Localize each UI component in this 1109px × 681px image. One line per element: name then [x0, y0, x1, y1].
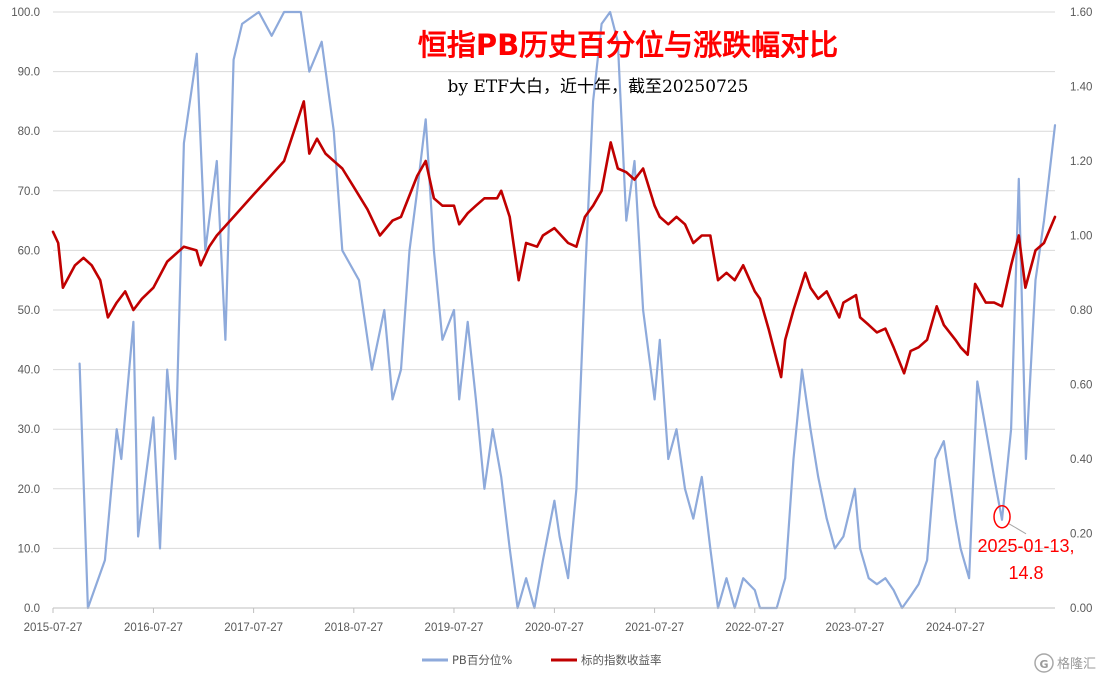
legend: PB百分位% 标的指数收益率 — [422, 653, 662, 667]
watermark-text: 格隆汇 — [1057, 656, 1096, 672]
y-left-tick-label: 80.0 — [18, 126, 40, 138]
y-left-tick-label: 40.0 — [18, 365, 40, 377]
watermark: G 格隆汇 — [1034, 653, 1096, 673]
y-right-tick-label: 0.80 — [1070, 305, 1092, 317]
x-tick-label: 2023-07-27 — [826, 622, 885, 634]
x-tick-label: 2017-07-27 — [224, 622, 283, 634]
x-tick-label: 2022-07-27 — [725, 622, 784, 634]
y-left-tick-label: 30.0 — [18, 424, 40, 436]
legend-label-index-return: 标的指数收益率 — [581, 653, 662, 667]
chart-title-block: 恒指PB历史百分位与涨跌幅对比 by ETF大白，近十年，截至20250725 — [418, 28, 838, 97]
x-tick-label: 2019-07-27 — [425, 622, 484, 634]
y-left-tick-label: 50.0 — [18, 305, 40, 317]
y-right-tick-label: 1.40 — [1070, 82, 1092, 94]
plot-area: 0.0 10.0 20.0 30.0 40.0 50.0 60.0 70.0 80.0 90.0 1… — [11, 7, 1092, 634]
y-right-tick-label: 0.20 — [1070, 529, 1092, 541]
y-left-tick-label: 0.0 — [24, 603, 40, 615]
y-left-tick-label: 20.0 — [18, 484, 40, 496]
axes: 0.0 10.0 20.0 30.0 40.0 50.0 60.0 70.0 80.0 90.0 1… — [11, 7, 1092, 634]
annotation-label: 14.8 — [1009, 563, 1044, 583]
x-tick-label: 2015-07-27 — [24, 622, 83, 634]
chart-subtitle: by ETF大白，近十年，截至20250725 — [448, 77, 749, 97]
y-right-tick-label: 1.60 — [1070, 7, 1092, 19]
x-tick-label: 2021-07-27 — [625, 622, 684, 634]
y-right-tick-label: 0.60 — [1070, 380, 1092, 392]
y-left-tick-label: 70.0 — [18, 186, 40, 198]
legend-label-pb-percentile: PB百分位% — [452, 653, 512, 667]
annotation-layer: 2025-01-13, 14.8 — [977, 505, 1075, 583]
chart-title: 恒指PB历史百分位与涨跌幅对比 — [418, 28, 838, 62]
y-right-tick-label: 1.20 — [1070, 156, 1092, 168]
watermark-logo-glyph: G — [1039, 658, 1048, 671]
gridlines — [53, 11, 1055, 549]
watermark-logo-icon — [1034, 653, 1054, 673]
series-index-return-line — [51, 100, 1057, 379]
y-right-tick-label: 1.00 — [1070, 231, 1092, 243]
x-tick-label: 2024-07-27 — [926, 622, 985, 634]
series-pb-percentile-line — [78, 10, 1057, 610]
y-left-tick-label: 90.0 — [18, 67, 40, 79]
annotation-label: 2025-01-13, — [977, 536, 1074, 556]
y-right-tick-label: 0.40 — [1070, 454, 1092, 466]
series-layer — [51, 10, 1057, 610]
y-left-tick-label: 60.0 — [18, 245, 40, 257]
annotation-marker — [993, 505, 1011, 529]
x-tick-label: 2018-07-27 — [324, 622, 383, 634]
annotation-leader-line — [1008, 523, 1027, 535]
x-tick-label: 2016-07-27 — [124, 622, 183, 634]
x-tick-label: 2020-07-27 — [525, 622, 584, 634]
y-left-tick-label: 10.0 — [18, 543, 40, 555]
y-right-tick-label: 0.00 — [1070, 603, 1092, 615]
y-left-tick-label: 100.0 — [11, 7, 40, 19]
